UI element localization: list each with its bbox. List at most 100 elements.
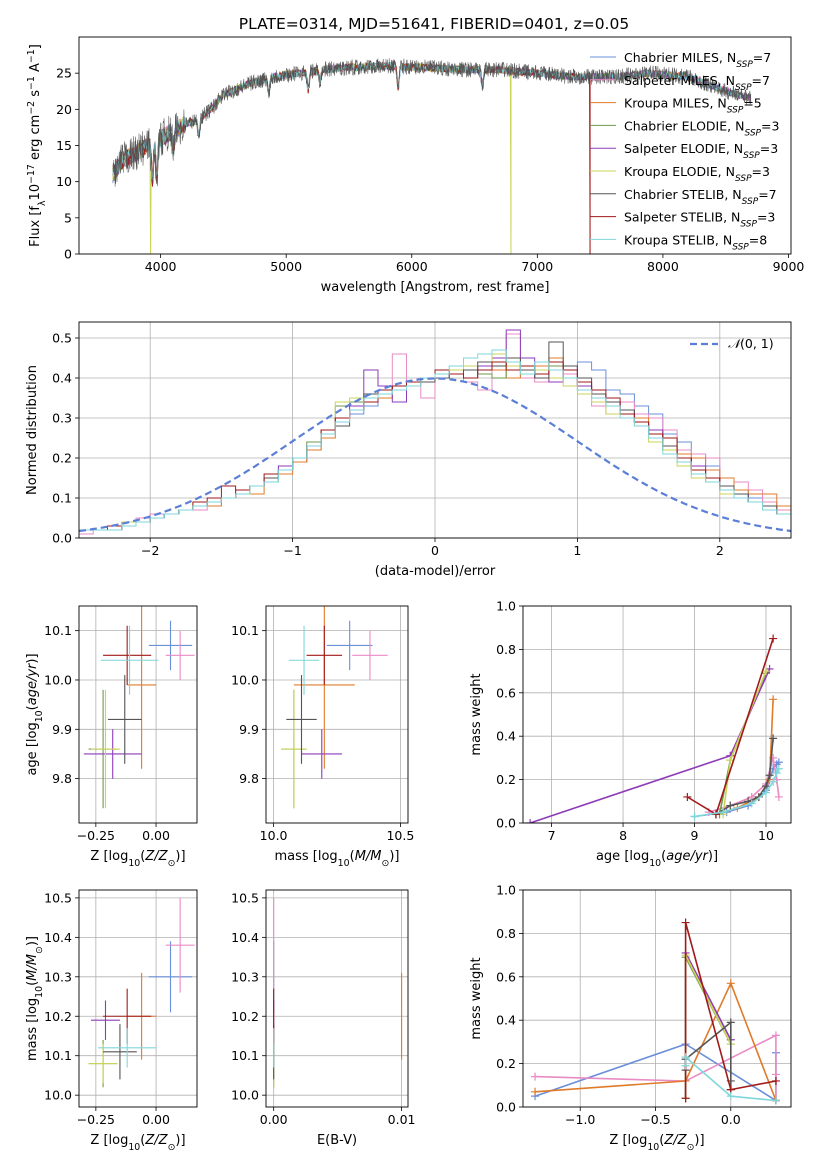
weight-marker bbox=[726, 979, 735, 988]
x-tick-label: −1.0 bbox=[565, 1112, 595, 1127]
histogram-series bbox=[79, 353, 791, 531]
panel-residuals: −2 −1 0 1 2 0.0 0.1 0.2 0.3 0.4 0.5 (data-model)/er… bbox=[25, 321, 792, 579]
errorbar-point bbox=[165, 630, 195, 680]
errorbar-point bbox=[103, 1024, 137, 1080]
histogram-series bbox=[79, 361, 791, 531]
y-axis-label: mass [log10(M/M⊙)] bbox=[25, 936, 45, 1061]
y-tick-label: 10.4 bbox=[231, 930, 259, 945]
x-tick-label: 0 bbox=[431, 543, 439, 558]
errorbar-point bbox=[148, 941, 193, 1013]
axes-frame bbox=[78, 36, 792, 255]
y-tick-label: 0.0 bbox=[52, 531, 72, 546]
y-axis-label: Flux [fλ10−17 erg cm−2 s−1 A−1] bbox=[26, 44, 48, 247]
spectrum-series-line bbox=[112, 58, 752, 187]
axes-frame bbox=[522, 605, 792, 824]
y-tick-label: 20 bbox=[56, 102, 72, 117]
panel-mass-age: 10.0 10.5 9.8 9.9 10.0 10.1 mass [log10(M/M⊙)] bbox=[231, 605, 414, 869]
y-tick-label: 10.1 bbox=[231, 1048, 259, 1063]
y-tick-label: 10.1 bbox=[44, 1048, 72, 1063]
y-tick-label: 0.8 bbox=[496, 926, 516, 941]
weight-marker bbox=[531, 1087, 540, 1096]
weight-series-line bbox=[529, 668, 771, 823]
errorbar-point bbox=[148, 620, 193, 671]
y-tick-label: 10.1 bbox=[44, 623, 72, 638]
x-tick-label: 5000 bbox=[270, 259, 302, 274]
y-tick-label: 10.2 bbox=[44, 1009, 72, 1024]
y-tick-label: 0.2 bbox=[496, 1056, 516, 1071]
x-axis-label: E(B-V) bbox=[317, 1133, 357, 1148]
weight-marker bbox=[769, 634, 778, 643]
x-tick-label: 8000 bbox=[647, 259, 679, 274]
weight-marker bbox=[769, 695, 778, 704]
spectrum-legend: Chabrier MILES, NSSP=7 Salpeter MILES, NS… bbox=[590, 50, 779, 252]
x-tick-label: 2 bbox=[716, 543, 724, 558]
errorbar-point bbox=[100, 625, 159, 695]
x-tick-label: 0.00 bbox=[142, 828, 170, 843]
y-tick-label: 1.0 bbox=[496, 883, 516, 898]
weight-marker bbox=[726, 801, 735, 810]
y-axis-label: Normed distribution bbox=[25, 365, 40, 495]
y-tick-label: 10.3 bbox=[231, 969, 259, 984]
errorbar-point bbox=[83, 729, 142, 779]
x-axis-label: Z [log10(Z/Z⊙)] bbox=[90, 849, 185, 869]
weight-marker bbox=[531, 1072, 540, 1081]
x-tick-label: −0.25 bbox=[77, 828, 115, 843]
y-axis-label: mass weight bbox=[469, 957, 484, 1039]
y-tick-label: 10.5 bbox=[231, 890, 259, 905]
weight-marker bbox=[681, 1094, 690, 1103]
plot-area bbox=[526, 634, 783, 823]
y-tick-label: 1.0 bbox=[496, 599, 516, 614]
x-tick-label: 9000 bbox=[773, 259, 805, 274]
weight-marker bbox=[690, 812, 699, 821]
y-tick-label: 0.8 bbox=[496, 642, 516, 657]
weight-marker bbox=[769, 734, 778, 743]
x-axis-label: age [log10(age/yr)] bbox=[596, 849, 718, 869]
weight-marker bbox=[772, 769, 781, 778]
y-tick-label: 15 bbox=[56, 138, 72, 153]
y-tick-label: 0.3 bbox=[52, 411, 72, 426]
errorbar-point bbox=[107, 675, 142, 764]
weight-marker bbox=[526, 819, 535, 823]
x-tick-label: 1 bbox=[573, 543, 581, 558]
x-tick-label: −0.5 bbox=[640, 1112, 670, 1127]
y-tick-label: 10 bbox=[56, 174, 72, 189]
plots-layer: 4000 5000 6000 7000 8000 90000510152025wavele… bbox=[25, 36, 805, 1153]
axes-frame bbox=[78, 605, 198, 824]
panel-age-weight: 7 8 9 10 0.0 0.2 0.4 0.6 0.8 1.0 age [log10(age/yr… bbox=[469, 599, 792, 869]
histogram-series bbox=[79, 361, 791, 531]
plot-area bbox=[112, 58, 752, 254]
weight-marker bbox=[683, 792, 692, 801]
y-tick-label: 10.0 bbox=[231, 1088, 259, 1103]
plot-area bbox=[281, 606, 388, 809]
weight-marker bbox=[774, 792, 783, 801]
weight-series-line bbox=[534, 981, 777, 1101]
errorbar-point bbox=[88, 1043, 118, 1084]
weight-marker bbox=[681, 1053, 690, 1062]
x-tick-label: 10 bbox=[758, 828, 774, 843]
errorbar-point bbox=[301, 729, 343, 779]
x-axis-label: Z [log10(Z/Z⊙)] bbox=[90, 1133, 185, 1153]
x-axis-label: Z [log10(Z/Z⊙)] bbox=[609, 1133, 704, 1153]
weight-marker bbox=[771, 1076, 780, 1085]
histogram-series bbox=[79, 349, 791, 531]
errorbar-point bbox=[286, 675, 317, 764]
panel-z-mass: −0.25 0.00 10.0 10.1 10.2 10.3 10.4 10.5 Z [log1… bbox=[25, 889, 198, 1153]
histogram-series bbox=[79, 357, 791, 531]
panel-ebv-mass: 0.00 0.01 10.0 10.1 10.2 10.3 10.4 10.5 E(B-V) bbox=[231, 889, 416, 1148]
x-axis-label: wavelength [Angstrom, rest frame] bbox=[321, 280, 550, 295]
errorbar-point bbox=[91, 689, 120, 809]
weight-marker bbox=[681, 1061, 690, 1070]
panel-spectrum: 4000 5000 6000 7000 8000 9000 0 5 10 15 20 25 wavele… bbox=[26, 36, 805, 295]
y-tick-label: 0 bbox=[64, 247, 72, 262]
legend-entry: Salpeter STELIB, NSSP=3 bbox=[624, 210, 775, 230]
legend-entry: Salpeter ELODIE, NSSP=3 bbox=[624, 141, 778, 161]
normal-curve bbox=[79, 377, 791, 533]
axes-frame bbox=[265, 889, 409, 1108]
y-tick-label: 5 bbox=[64, 210, 72, 225]
y-tick-label: 25 bbox=[56, 66, 72, 81]
x-axis-label: mass [log10(M/M⊙)] bbox=[274, 849, 399, 869]
y-tick-label: 10.0 bbox=[44, 1088, 72, 1103]
axes-frame bbox=[78, 889, 198, 1108]
x-tick-label: 10.0 bbox=[260, 828, 288, 843]
errorbar-point bbox=[288, 625, 320, 695]
